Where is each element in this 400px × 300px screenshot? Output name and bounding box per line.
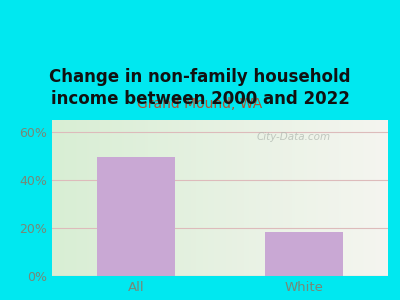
Text: City-Data.com: City-Data.com bbox=[257, 132, 331, 142]
Text: Grand Mound, WA: Grand Mound, WA bbox=[137, 97, 263, 111]
Bar bbox=[97, 157, 175, 276]
Bar bbox=[265, 232, 343, 276]
Text: Change in non-family household
income between 2000 and 2022: Change in non-family household income be… bbox=[49, 68, 351, 108]
